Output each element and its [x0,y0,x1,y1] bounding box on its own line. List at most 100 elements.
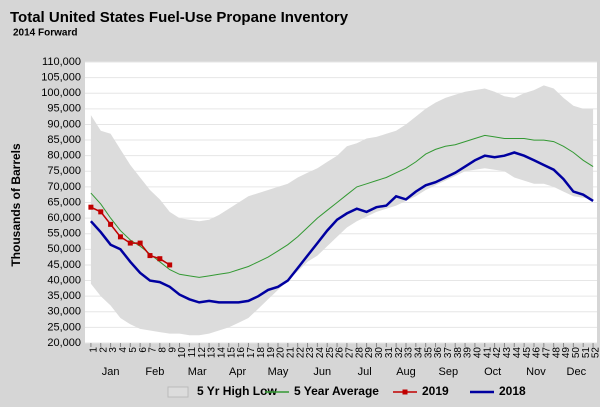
point-marker [108,221,114,227]
y-tick-label: 100,000 [41,87,81,99]
series-line [90,134,594,278]
legend-label: 2019 [422,384,449,398]
x-tick-label: 31 [384,347,395,359]
x-tick-label: 17 [246,347,257,359]
x-tick-label: 18 [256,347,267,359]
y-tick-label: 35,000 [47,290,81,302]
month-label: Dec [567,366,587,378]
chart-title: Total United States Fuel-Use Propane Inv… [10,9,349,26]
month-label: Sep [439,366,459,378]
point-marker [88,204,94,210]
x-tick-label: 2 [98,347,109,353]
x-tick-label: 43 [502,347,513,359]
x-tick-label: 26 [335,347,346,359]
month-label: May [268,366,289,378]
x-tick-label: 30 [374,347,385,359]
point-marker [157,256,163,262]
y-tick-label: 60,000 [47,212,81,224]
y-tick-label: 90,000 [47,118,81,130]
y-tick-label: 110,000 [42,56,81,68]
x-tick-label: 6 [138,347,149,353]
x-tick-label: 44 [512,347,523,359]
x-tick-label: 33 [404,347,415,359]
x-tick-label: 14 [217,347,228,359]
x-tick-label: 11 [187,347,198,358]
x-tick-label: 7 [148,347,159,353]
x-tick-label: 21 [285,347,296,359]
x-tick-label: 52 [591,347,600,359]
x-tick-label: 10 [177,347,188,359]
x-tick-label: 20 [276,347,287,359]
y-tick-label: 30,000 [47,306,81,318]
x-tick-label: 47 [541,347,552,359]
x-tick-label: 41 [482,347,493,359]
x-tick-label: 25 [325,347,336,359]
x-tick-label: 5 [128,347,139,353]
month-label: Jul [358,366,372,378]
point-marker [137,240,143,246]
y-tick-label: 40,000 [47,274,81,286]
high-low-band [90,85,594,336]
x-tick-label: 15 [226,347,237,359]
legend-label: 5 Year Average [294,384,379,398]
x-tick-label: 24 [315,347,326,359]
legend-label: 2018 [499,384,526,398]
x-tick-label: 27 [345,347,356,359]
x-tick-label: 40 [473,347,484,359]
y-tick-label: 80,000 [47,150,81,162]
x-tick-label: 42 [492,347,503,359]
y-tick-label: 70,000 [47,181,81,193]
x-tick-label: 1 [89,347,100,353]
x-tick-label: 19 [266,347,277,359]
point-marker [127,240,133,246]
x-tick-label: 39 [463,347,474,359]
y-tick-label: 50,000 [47,243,81,255]
x-tick-label: 28 [354,347,365,359]
point-marker [117,234,123,240]
month-label: Feb [145,366,164,378]
x-tick-label: 36 [433,347,444,359]
x-tick-label: 23 [305,347,316,359]
x-tick-label: 49 [561,347,572,359]
legend-marker [402,389,408,395]
month-label: Oct [484,366,501,378]
month-label: Nov [526,366,546,378]
month-label: Apr [229,366,246,378]
y-tick-label: 65,000 [47,196,81,208]
y-tick-label: 55,000 [47,228,81,240]
month-label: Mar [188,366,207,378]
chart-subtitle: 2014 Forward [13,28,77,39]
y-axis-label: Thousands of Barrels [9,143,23,267]
x-tick-label: 3 [108,347,119,353]
y-tick-label: 95,000 [47,103,81,115]
point-marker [98,209,104,215]
month-label: Jan [102,366,120,378]
series-line [89,151,594,304]
x-tick-label: 8 [157,347,168,353]
x-tick-label: 32 [394,347,405,359]
x-tick-label: 38 [453,347,464,359]
x-tick-label: 9 [167,347,178,353]
x-tick-label: 51 [581,347,592,359]
legend-label: 5 Yr High Low [197,384,277,398]
x-tick-label: 29 [364,347,375,359]
x-tick-label: 46 [532,347,543,359]
y-tick-label: 85,000 [47,134,81,146]
x-tick-label: 4 [118,347,129,353]
month-label: Jun [313,366,331,378]
x-tick-label: 22 [295,347,306,359]
y-tick-label: 45,000 [47,259,81,271]
x-tick-label: 34 [413,347,424,359]
x-tick-label: 45 [522,347,533,359]
x-tick-label: 37 [443,347,454,359]
point-marker [147,253,153,259]
month-label: Aug [396,366,416,378]
point-marker [167,262,173,268]
y-tick-label: 20,000 [47,337,81,349]
y-tick-label: 75,000 [47,165,81,177]
x-tick-label: 12 [197,347,208,359]
x-tick-label: 16 [236,347,247,359]
y-tick-label: 25,000 [47,321,81,333]
y-tick-label: 105,000 [41,72,81,84]
